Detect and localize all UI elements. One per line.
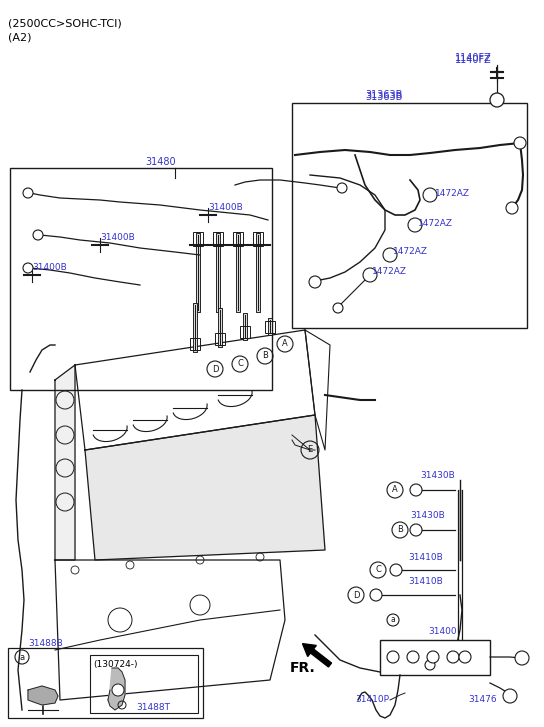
Text: 31410P: 31410P — [355, 696, 389, 704]
Bar — [292, 103, 527, 328]
Text: FR.: FR. — [290, 661, 316, 675]
Circle shape — [390, 564, 402, 576]
Text: D: D — [212, 364, 218, 374]
Circle shape — [427, 651, 439, 663]
Bar — [215, 333, 225, 345]
Text: C: C — [237, 359, 243, 369]
Circle shape — [408, 218, 422, 232]
Circle shape — [459, 651, 471, 663]
Circle shape — [425, 660, 435, 670]
Polygon shape — [55, 365, 75, 560]
Text: 31430B: 31430B — [410, 512, 445, 521]
FancyArrow shape — [302, 643, 331, 667]
Text: 31488B: 31488B — [28, 638, 63, 648]
Text: 31480: 31480 — [145, 157, 176, 167]
Polygon shape — [85, 415, 325, 560]
Text: 1140FZ: 1140FZ — [455, 53, 492, 63]
Text: 1472AZ: 1472AZ — [418, 219, 453, 228]
Circle shape — [333, 303, 343, 313]
Circle shape — [407, 651, 419, 663]
Text: D: D — [353, 590, 359, 600]
Polygon shape — [108, 668, 125, 710]
Circle shape — [447, 651, 459, 663]
Bar — [240, 326, 250, 338]
Circle shape — [410, 524, 422, 536]
Text: 31363B: 31363B — [365, 92, 403, 102]
Bar — [90, 655, 198, 713]
Text: E: E — [307, 446, 313, 454]
Bar — [193, 232, 203, 246]
Text: 31400B: 31400B — [32, 263, 67, 273]
Text: C: C — [375, 566, 381, 574]
Circle shape — [503, 689, 517, 703]
Circle shape — [506, 202, 518, 214]
Text: 31476: 31476 — [468, 696, 497, 704]
Text: 31400B: 31400B — [208, 203, 243, 212]
Polygon shape — [28, 686, 58, 705]
Circle shape — [490, 93, 504, 107]
Circle shape — [387, 651, 399, 663]
Text: 31400: 31400 — [428, 627, 456, 637]
Circle shape — [33, 230, 43, 240]
Circle shape — [492, 95, 502, 105]
Text: 31410B: 31410B — [408, 553, 443, 563]
Text: B: B — [397, 526, 403, 534]
Bar — [233, 232, 243, 246]
Text: a: a — [391, 616, 395, 624]
Text: 31430B: 31430B — [420, 472, 455, 481]
Text: a: a — [20, 653, 24, 662]
Text: 1472AZ: 1472AZ — [372, 268, 407, 276]
Text: 31410B: 31410B — [408, 577, 443, 587]
Circle shape — [410, 484, 422, 496]
Circle shape — [423, 188, 437, 202]
Text: 1472AZ: 1472AZ — [435, 188, 470, 198]
Circle shape — [363, 268, 377, 282]
Text: (A2): (A2) — [8, 32, 32, 42]
Circle shape — [370, 589, 382, 601]
Bar — [265, 321, 275, 333]
Text: (2500CC>SOHC-TCI): (2500CC>SOHC-TCI) — [8, 18, 122, 28]
Circle shape — [337, 183, 347, 193]
Bar — [213, 232, 223, 246]
Text: (130724-): (130724-) — [93, 660, 138, 669]
Polygon shape — [305, 330, 330, 450]
Circle shape — [515, 651, 529, 665]
Bar — [10, 168, 272, 390]
Text: 31400B: 31400B — [100, 233, 135, 241]
Circle shape — [514, 137, 526, 149]
Circle shape — [112, 684, 124, 696]
Bar — [190, 338, 200, 350]
Text: 31488T: 31488T — [136, 704, 170, 712]
Bar — [380, 640, 490, 675]
Text: 1140FZ: 1140FZ — [455, 55, 492, 65]
Circle shape — [309, 276, 321, 288]
Polygon shape — [75, 330, 315, 450]
Polygon shape — [55, 560, 285, 700]
Text: 31363B: 31363B — [365, 90, 403, 100]
Text: A: A — [282, 340, 288, 348]
Bar — [253, 232, 263, 246]
Bar — [8, 648, 203, 718]
Text: 1472AZ: 1472AZ — [393, 247, 428, 257]
Text: A: A — [392, 486, 398, 494]
Text: B: B — [262, 351, 268, 361]
Circle shape — [383, 248, 397, 262]
Circle shape — [23, 263, 33, 273]
Circle shape — [23, 188, 33, 198]
